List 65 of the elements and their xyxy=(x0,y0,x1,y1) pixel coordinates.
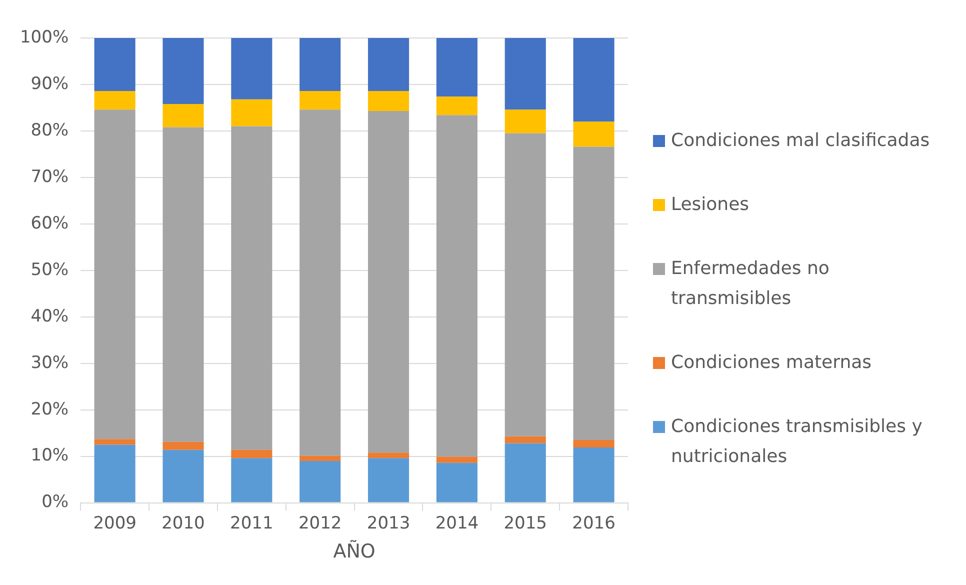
y-tick-label: 0% xyxy=(42,492,69,512)
bar xyxy=(368,452,410,458)
bar xyxy=(231,38,272,100)
bar xyxy=(94,90,136,110)
bar xyxy=(436,462,478,502)
y-tick-label: 100% xyxy=(20,27,69,48)
bar xyxy=(368,38,410,91)
bar xyxy=(504,110,546,134)
bar xyxy=(368,90,410,111)
bar xyxy=(573,146,614,440)
y-tick-label: 60% xyxy=(30,213,69,234)
bar xyxy=(94,110,136,440)
bar xyxy=(162,38,204,104)
x-tick-label: 2011 xyxy=(230,513,274,534)
bar xyxy=(436,115,478,457)
legend-label: Condiciones transmisibles y nutricionales xyxy=(671,415,924,469)
legend-label: Condiciones maternas xyxy=(671,351,872,375)
legend-label: Enfermedades no transmisibles xyxy=(671,257,830,311)
bar xyxy=(504,133,546,436)
y-tick-label: 80% xyxy=(30,120,69,140)
x-tick-label: 2010 xyxy=(162,513,205,534)
y-tick-label: 90% xyxy=(30,74,69,94)
bar xyxy=(231,99,272,126)
y-tick-label: 10% xyxy=(30,446,69,466)
bar xyxy=(94,444,136,502)
y-tick-label: 50% xyxy=(30,260,69,280)
x-tick-label: 2013 xyxy=(366,513,410,534)
bar xyxy=(573,447,614,502)
y-tick-label: 40% xyxy=(30,306,69,326)
x-tick-label: 2012 xyxy=(298,513,342,534)
bar xyxy=(231,126,272,450)
bar xyxy=(300,456,341,461)
y-tick-label: 30% xyxy=(30,352,69,373)
bar xyxy=(300,38,341,91)
bar xyxy=(162,442,204,450)
bar xyxy=(573,122,614,147)
bar xyxy=(436,456,478,463)
bar xyxy=(162,127,204,442)
bar xyxy=(504,436,546,444)
legend-label: Condiciones mal clasificadas xyxy=(671,129,930,153)
bar xyxy=(162,450,204,502)
bar xyxy=(436,38,478,97)
y-tick-label: 70% xyxy=(30,166,69,187)
bar xyxy=(300,90,341,110)
bar xyxy=(231,458,272,502)
x-tick-label: 2014 xyxy=(435,513,479,534)
bar xyxy=(300,460,341,502)
y-tick-label: 20% xyxy=(30,399,69,420)
bar xyxy=(368,110,410,453)
bar xyxy=(300,110,341,456)
bar xyxy=(94,439,136,445)
bar xyxy=(436,96,478,116)
bar xyxy=(504,443,546,502)
bar xyxy=(94,38,136,91)
legend-label: Lesiones xyxy=(671,193,750,217)
bar xyxy=(231,450,272,458)
bar xyxy=(573,440,614,448)
x-axis-title: AÑO xyxy=(333,540,376,563)
x-tick-label: 2015 xyxy=(504,513,547,534)
bar xyxy=(368,458,410,502)
bar xyxy=(573,38,614,122)
x-tick-label: 2009 xyxy=(93,513,136,534)
bar xyxy=(504,38,546,110)
x-tick-label: 2016 xyxy=(572,513,616,534)
bar xyxy=(162,104,204,128)
